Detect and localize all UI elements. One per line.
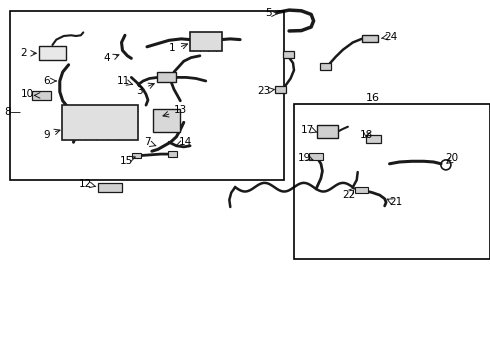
Bar [168,152,177,157]
Text: 9: 9 [43,130,50,140]
Bar [132,153,141,158]
Bar [366,135,381,143]
Text: 15: 15 [120,156,133,166]
Bar [317,125,338,138]
Bar [320,63,331,70]
Text: 18: 18 [360,130,373,140]
Bar [355,187,368,193]
Bar [294,104,490,259]
Text: 10: 10 [21,89,33,99]
Text: 19: 19 [298,153,312,163]
Text: 16: 16 [366,93,379,103]
Text: 8—: 8— [4,107,21,117]
Bar [39,46,66,60]
Text: 2: 2 [20,48,27,58]
Text: 22: 22 [342,190,356,200]
Text: 17: 17 [301,125,315,135]
Text: 13: 13 [173,105,187,115]
Bar [283,51,294,58]
Bar [190,32,221,51]
Text: 23: 23 [257,86,270,96]
Bar [10,11,284,180]
Text: 7: 7 [144,137,150,147]
Bar [309,153,323,160]
Text: 24: 24 [384,32,398,42]
Text: 12: 12 [79,179,93,189]
Bar [153,109,180,132]
Bar [63,105,139,140]
Bar [157,72,176,82]
Text: 14: 14 [178,137,192,147]
Text: 21: 21 [389,197,403,207]
Bar [32,91,51,100]
Text: 4: 4 [103,53,110,63]
Text: 11: 11 [117,76,130,86]
Text: 20: 20 [445,153,458,163]
Text: 5: 5 [265,8,272,18]
Bar [98,183,122,192]
Text: 1: 1 [169,42,176,53]
Text: 3: 3 [136,86,143,96]
Text: 6: 6 [43,76,50,86]
Bar [362,35,378,42]
Bar [275,86,286,93]
